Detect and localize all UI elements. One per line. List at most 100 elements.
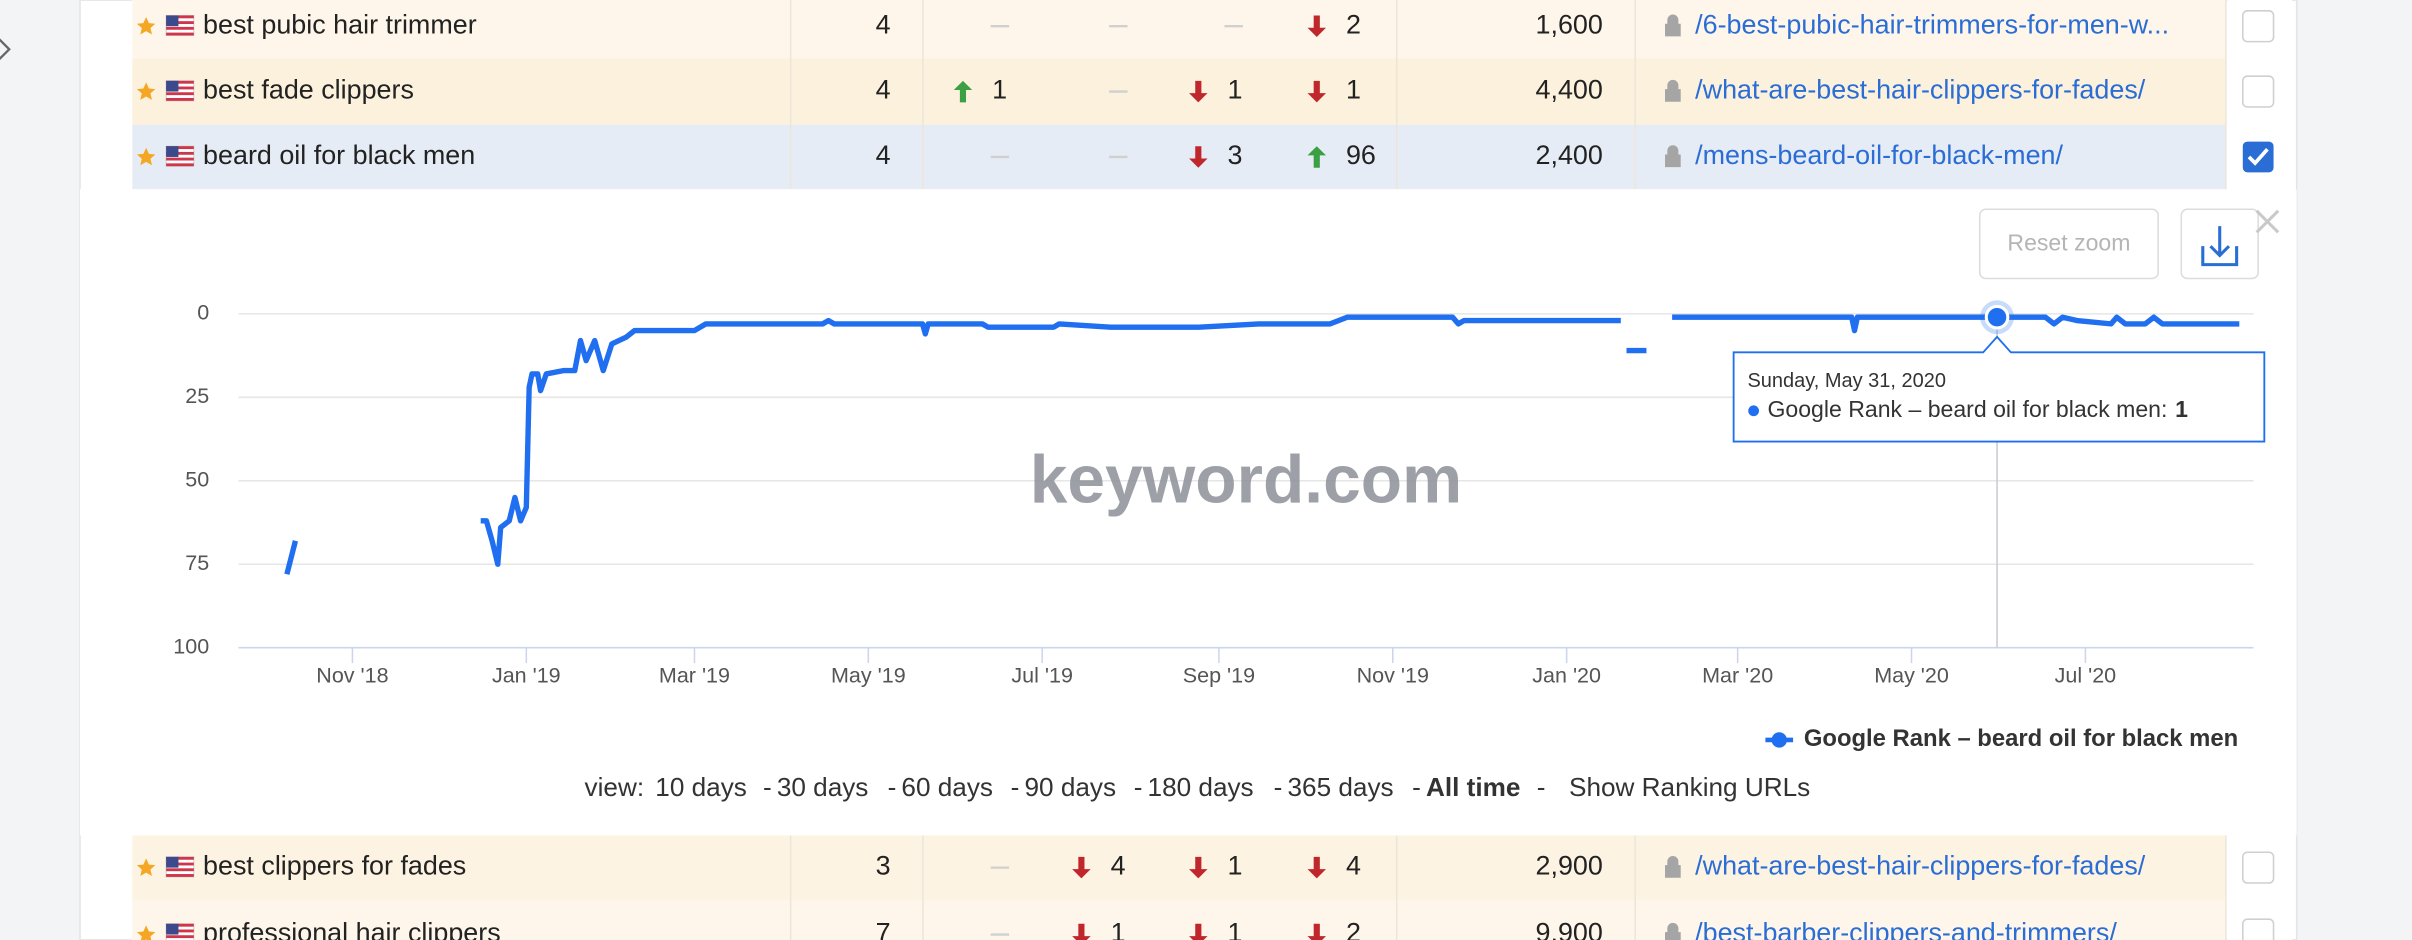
arrow-down xyxy=(1072,923,1091,940)
flag-stripe xyxy=(166,163,194,167)
view-option[interactable]: 30 days xyxy=(777,772,869,802)
arrow-up xyxy=(1307,146,1326,168)
arrow-down xyxy=(1189,923,1208,940)
table-row: best clippers for fades 3 4 1 4 2,900/what-ar… xyxy=(132,835,2293,900)
flag-stripe xyxy=(166,929,194,933)
search-volume: 4,400 xyxy=(1536,75,1603,105)
rank-change: 2 xyxy=(1346,918,1361,940)
rank-change: 1 xyxy=(1346,75,1361,105)
search-volume: 1,600 xyxy=(1536,9,1603,39)
star-icon[interactable] xyxy=(136,16,156,35)
rank-change: 1 xyxy=(1111,918,1126,940)
arrow-down xyxy=(1072,856,1091,879)
flag-canton xyxy=(166,146,179,157)
star-icon[interactable] xyxy=(136,82,156,100)
flag-stripe xyxy=(166,868,194,872)
position: 4 xyxy=(876,140,891,170)
table: best pubic hair trimmer 4 2 1,600/6-best-pu… xyxy=(132,0,2293,940)
flag-canton xyxy=(166,856,179,868)
y-tick-label: 0 xyxy=(197,301,209,325)
lock-icon xyxy=(1665,14,1681,37)
row-background xyxy=(132,835,2226,900)
table-row: best pubic hair trimmer 4 2 1,600/6-best-pu… xyxy=(132,0,2293,59)
flag-stripe xyxy=(166,92,194,96)
rank-change: 4 xyxy=(1111,851,1126,881)
view-option[interactable]: 10 days xyxy=(655,772,747,802)
view-separator: - xyxy=(1274,772,1283,802)
keyword: best fade clippers xyxy=(203,75,414,105)
row-background xyxy=(132,58,2226,125)
flag-stripe xyxy=(166,935,194,939)
view-separator: - xyxy=(888,772,897,802)
star-icon[interactable] xyxy=(136,925,156,940)
tooltip-value: 1 xyxy=(2175,396,2188,422)
flag-stripe xyxy=(166,26,194,30)
rank-change: 4 xyxy=(1346,851,1361,881)
lock-icon xyxy=(1665,856,1681,878)
x-tick-label: Jan '19 xyxy=(492,664,561,688)
table-row: best fade clippers 4 1 1 1 4,400/what-are-bes… xyxy=(132,58,2293,125)
ranking-url[interactable]: /what-are-best-hair-clippers-for-fades/ xyxy=(1695,75,2146,105)
us-flag xyxy=(165,145,195,167)
x-tick-label: Jul '19 xyxy=(1011,664,1073,688)
tag-icon[interactable] xyxy=(0,34,11,61)
lock-icon xyxy=(1665,922,1681,940)
view-option[interactable]: All time xyxy=(1426,772,1520,802)
x-tick-label: May '19 xyxy=(831,664,906,688)
view-separator: - xyxy=(763,772,772,802)
y-tick-label: 75 xyxy=(185,551,209,575)
flag-stripe xyxy=(166,923,194,927)
checkbox[interactable] xyxy=(2242,851,2275,884)
arrow-up xyxy=(953,80,973,103)
checkbox[interactable] xyxy=(2242,918,2275,940)
flag-canton xyxy=(166,923,179,935)
view-option[interactable]: 60 days xyxy=(901,772,993,802)
ranking-url[interactable]: /6-best-pubic-hair-trimmers-for-men-w... xyxy=(1695,9,2169,39)
row-background xyxy=(132,124,2226,190)
view-option[interactable]: 365 days xyxy=(1288,772,1394,802)
flag-stripe xyxy=(166,15,194,19)
x-tick-label: Mar '20 xyxy=(1702,664,1773,688)
reset-zoom-label[interactable]: Reset zoom xyxy=(2007,230,2130,256)
checkbox[interactable] xyxy=(2242,10,2275,43)
arrow-down xyxy=(1307,856,1326,879)
close-button[interactable] xyxy=(2255,209,2280,234)
show-ranking-urls[interactable]: Show Ranking URLs xyxy=(1569,772,1810,802)
ranking-url[interactable]: /mens-beard-oil-for-black-men/ xyxy=(1695,140,2063,170)
arrow-down xyxy=(1307,923,1326,940)
keyword: best pubic hair trimmer xyxy=(203,9,477,39)
tooltip-dot xyxy=(1748,405,1760,417)
search-volume: 2,400 xyxy=(1536,140,1603,170)
search-volume: 9,900 xyxy=(1536,918,1603,940)
star-icon[interactable] xyxy=(136,858,156,876)
arrow-down xyxy=(1189,146,1208,168)
ranking-url[interactable]: /best-barber-clippers-and-trimmers/ xyxy=(1695,918,2117,940)
star-icon[interactable] xyxy=(136,147,156,166)
x-tick-label: Nov '19 xyxy=(1357,664,1429,688)
ranking-url[interactable]: /what-are-best-hair-clippers-for-fades/ xyxy=(1695,851,2146,881)
arrow-down xyxy=(1189,80,1208,103)
x-tick-label: Nov '18 xyxy=(316,664,388,688)
legend-label[interactable]: Google Rank – beard oil for black men xyxy=(1804,725,2238,752)
check-mark xyxy=(2247,148,2269,166)
view-option[interactable]: 90 days xyxy=(1024,772,1116,802)
view-separator: - xyxy=(1134,772,1143,802)
download-icon xyxy=(2201,226,2239,267)
reset-zoom-button[interactable] xyxy=(1978,208,2159,280)
row-background xyxy=(132,899,2226,940)
keyword: professional hair clippers xyxy=(203,918,501,940)
us-flag xyxy=(165,856,195,878)
rank-change: 2 xyxy=(1346,9,1361,39)
rank-line xyxy=(284,314,2240,575)
position: 4 xyxy=(876,75,891,105)
flag-stripe xyxy=(166,21,194,25)
x-tick-label: Mar '19 xyxy=(659,664,730,688)
keyword: beard oil for black men xyxy=(203,140,475,170)
tooltip-label: Google Rank – beard oil for black men: xyxy=(1767,396,2167,422)
flag-stripe xyxy=(166,146,194,150)
rank-change: 96 xyxy=(1346,140,1376,170)
checkbox[interactable] xyxy=(2242,75,2275,108)
arrow-down xyxy=(1307,80,1326,103)
x-tick-label: May '20 xyxy=(1874,664,1949,688)
view-option[interactable]: 180 days xyxy=(1148,772,1254,802)
